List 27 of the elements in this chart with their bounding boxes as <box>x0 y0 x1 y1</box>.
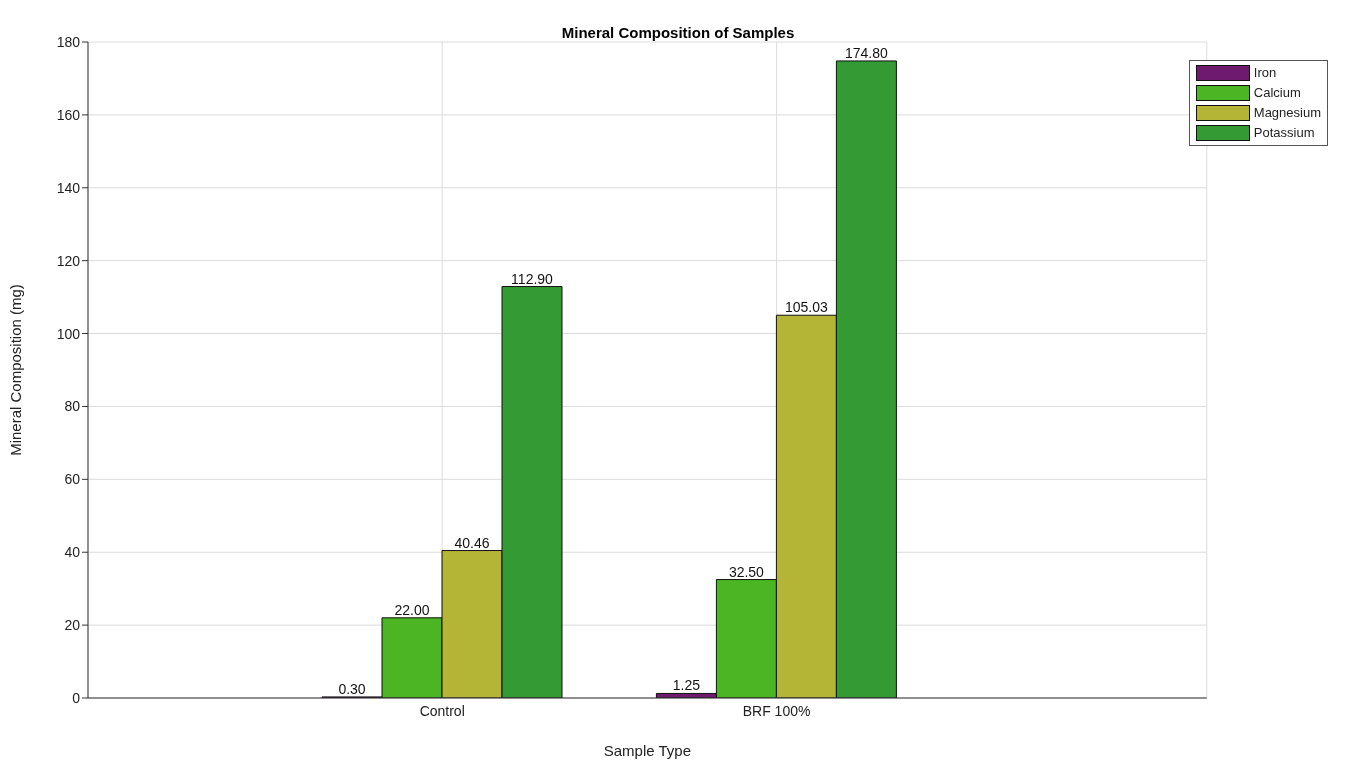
legend-label: Iron <box>1252 64 1278 82</box>
y-tick-label: 80 <box>64 398 81 415</box>
legend-label: Potassium <box>1252 124 1316 142</box>
data-label: 0.30 <box>338 680 366 697</box>
x-tick-label: Control <box>419 702 465 719</box>
data-label: 112.90 <box>511 270 554 287</box>
y-tick-label: 40 <box>64 544 81 561</box>
y-tick-label: 20 <box>64 617 81 634</box>
y-tick-label: 180 <box>56 33 81 50</box>
data-label: 32.50 <box>728 563 765 580</box>
y-axis-title: Mineral Composition (mg) <box>7 284 25 456</box>
legend-label: Magnesium <box>1252 104 1321 122</box>
x-tick-label: BRF 100% <box>742 702 811 719</box>
legend-label: Calcium <box>1252 84 1302 102</box>
data-label: 105.03 <box>784 299 829 316</box>
data-label: 1.25 <box>672 677 701 694</box>
data-label: 174.80 <box>844 44 889 61</box>
y-tick-label: 100 <box>56 325 81 342</box>
x-axis-title: Sample Type <box>603 742 692 759</box>
y-tick-label: 0 <box>72 689 81 706</box>
data-label: 22.00 <box>394 601 430 618</box>
chart-title: Mineral Composition of Samples <box>561 24 795 41</box>
data-label: 40.46 <box>454 534 490 551</box>
y-tick-label: 160 <box>56 106 81 123</box>
y-tick-label: 120 <box>56 252 81 269</box>
y-tick-label: 60 <box>64 471 81 488</box>
y-tick-label: 140 <box>56 179 81 196</box>
